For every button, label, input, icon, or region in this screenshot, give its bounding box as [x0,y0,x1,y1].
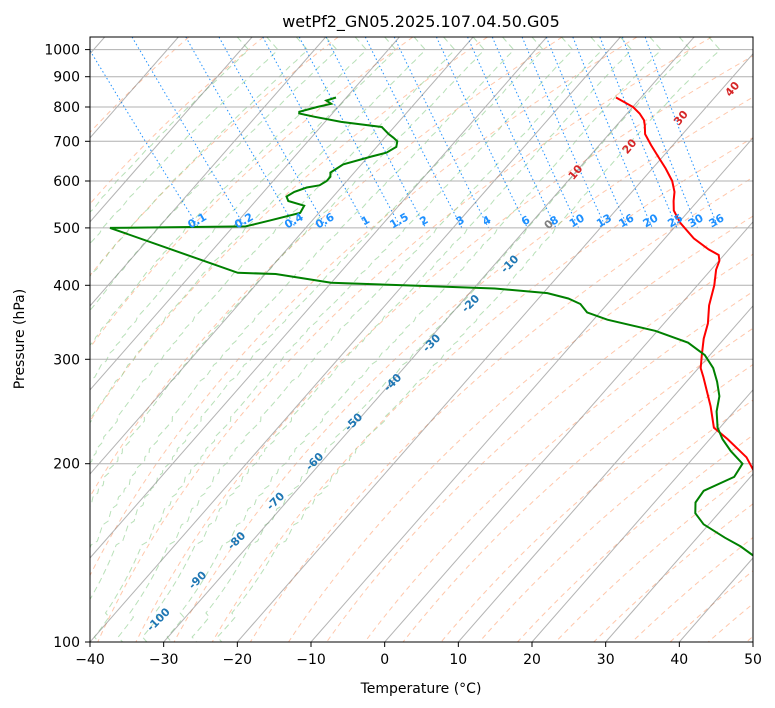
moist-adiabat-line [117,37,603,642]
y-tick-label: 200 [53,457,80,473]
mixing-ratio-line [621,37,698,229]
mixing-ratio-line [491,37,580,229]
y-tick-label: 800 [53,100,80,116]
moist-adiabat-line [141,37,632,642]
isotherm-line [90,37,548,559]
mixing-ratio-line [393,37,489,229]
mixing-ratio-line [90,49,200,229]
dry-adiabat-line [555,469,753,642]
x-tick-label: −20 [223,652,253,668]
dry-adiabat-line [211,137,753,642]
moist-adiabat-line [90,37,396,382]
isotherm-line [457,305,753,642]
dewpoint-profile-line [109,96,753,557]
isotherm-line [531,389,753,642]
y-tick-label: 100 [53,635,80,651]
isotherm-line [163,37,695,642]
moist-adiabat-line [90,37,455,464]
mixing-ratio-line [364,37,463,229]
isotherm-line [90,37,327,307]
mixing-ratio-line [644,37,719,229]
x-tick-label: −40 [75,652,105,668]
x-tick-label: 20 [523,652,541,668]
moist-adiabat-line [90,37,367,347]
dry-adiabat-line [402,327,753,642]
chart-title: wetPf2_GN05.2025.107.04.50.G05 [282,12,560,32]
y-tick-label: 500 [53,221,80,237]
dry-adiabat-line [90,37,339,277]
dry-adiabat-line [97,37,712,642]
y-tick-label: 1000 [44,43,80,59]
isotherm-line [90,37,621,642]
moist-adiabat-line [90,37,514,550]
mixing-ratio-line [218,37,328,229]
plot-frame [89,36,754,643]
dry-adiabat-line [631,536,753,642]
dry-adiabat-line [593,503,753,642]
y-tick-label: 400 [53,278,80,294]
isotherm-line [90,37,253,223]
isotherm-line [605,473,753,642]
mixing-ratio-line [545,37,629,229]
y-tick-label: 300 [53,352,80,368]
dry-adiabat-line [249,176,753,642]
dry-adiabat-line [326,253,753,642]
y-tick-label: 600 [53,174,80,190]
moist-adiabat-line [166,37,662,642]
mixing-ratio-line [521,37,607,229]
isotherm-line [384,221,753,642]
mixing-ratio-line [298,37,402,229]
dry-adiabat-line [90,37,638,577]
dry-adiabat-line [90,37,414,349]
dry-adiabat-line [135,55,753,642]
moist-adiabat-line [90,37,278,245]
x-axis-label: Temperature (°C) [360,681,482,697]
y-tick-label: 700 [53,134,80,150]
dry-adiabat-line [173,96,753,642]
moist-adiabat-line [191,37,691,642]
moist-adiabat-line [90,37,337,312]
y-tick-label: 900 [53,70,80,86]
moist-adiabat-line [93,37,573,642]
moist-adiabat-line [90,37,249,213]
moist-adiabat-line [90,37,426,424]
moist-adiabat-line [90,37,544,601]
isotherm-line [90,37,400,391]
x-tick-label: −10 [296,652,326,668]
x-tick-label: 0 [380,652,389,668]
x-tick-label: 50 [744,652,762,668]
moist-adiabat-line [90,37,308,278]
isotherm-line [236,53,753,642]
mixing-ratio-line [599,37,678,229]
x-tick-label: 10 [449,652,467,668]
isotherm-line [310,137,753,642]
x-tick-label: 30 [597,652,615,668]
x-tick-label: 40 [670,652,688,668]
isotherm-line [90,37,474,475]
mixing-ratio-line [572,37,653,229]
temperature-profile-line [615,96,753,473]
x-tick-label: −30 [149,652,179,668]
y-axis-label: Pressure (hPa) [12,289,28,389]
moist-adiabat-line [216,37,720,642]
moist-adiabat-line [90,37,485,507]
